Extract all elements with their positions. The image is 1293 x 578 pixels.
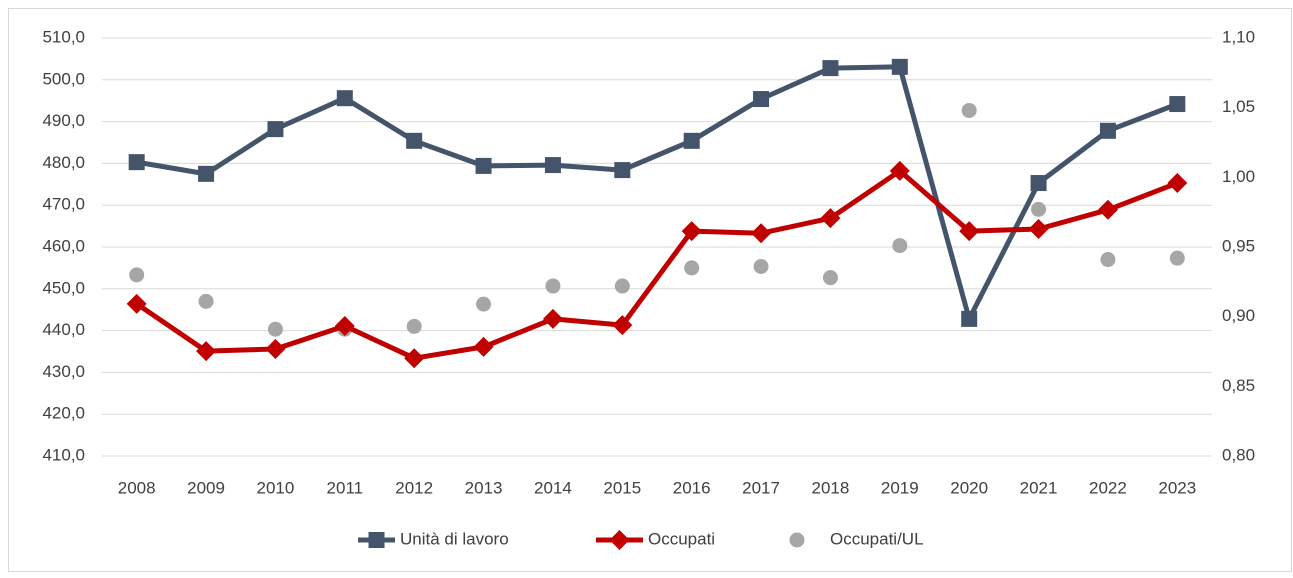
- y-tick-label: 510,0: [42, 27, 85, 46]
- y-tick-label: 480,0: [42, 153, 85, 172]
- data-point: [614, 162, 631, 179]
- legend-marker: [609, 530, 630, 550]
- data-point: [267, 121, 284, 138]
- x-tick-label: 2022: [1089, 478, 1127, 497]
- data-point: [961, 102, 977, 118]
- data-point: [1169, 96, 1186, 113]
- x-tick-label: 2008: [118, 478, 156, 497]
- data-point: [129, 267, 145, 283]
- data-point: [198, 165, 215, 182]
- series-line: [135, 168, 1179, 361]
- data-point: [684, 260, 700, 276]
- x-tick-label: 2014: [534, 478, 572, 497]
- data-point: [267, 321, 283, 337]
- x-tick-label: 2012: [395, 478, 433, 497]
- data-point: [820, 208, 841, 229]
- data-point: [544, 157, 561, 174]
- data-point: [1097, 199, 1118, 220]
- data-point: [1028, 219, 1049, 240]
- series-line: [136, 64, 1179, 322]
- data-point: [683, 132, 700, 149]
- x-tick-label: 2009: [187, 478, 225, 497]
- y-tick-label: 460,0: [42, 236, 85, 255]
- x-tick-label: 2017: [742, 478, 780, 497]
- data-point: [681, 221, 702, 242]
- chart-frame: [8, 8, 1292, 572]
- y-tick-label: 500,0: [42, 69, 85, 88]
- data-point: [406, 318, 422, 334]
- x-tick-label: 2021: [1020, 478, 1058, 497]
- data-point: [612, 315, 633, 336]
- data-point: [1167, 173, 1188, 194]
- data-point: [822, 270, 838, 286]
- data-point: [889, 160, 910, 181]
- y-tick-label: 430,0: [42, 362, 85, 381]
- x-tick-label: 2023: [1158, 478, 1196, 497]
- x-tick-label: 2011: [327, 478, 364, 497]
- data-point: [961, 310, 978, 327]
- x-tick-label: 2015: [603, 478, 641, 497]
- y-tick-label: 450,0: [42, 278, 85, 297]
- data-point: [753, 91, 770, 108]
- data-point: [1030, 175, 1047, 192]
- x-tick-label: 2019: [881, 478, 919, 497]
- data-point: [1100, 252, 1116, 268]
- x-tick-label: 2013: [465, 478, 503, 497]
- y2-tick-label: 1,00: [1222, 167, 1255, 186]
- data-point: [891, 58, 908, 75]
- data-point: [1031, 201, 1047, 217]
- data-point: [404, 348, 425, 369]
- x-tick-label: 2010: [257, 478, 295, 497]
- legend-label: Occupati/UL: [830, 529, 924, 548]
- y2-tick-label: 1,10: [1222, 27, 1255, 46]
- y2-tick-label: 0,80: [1222, 445, 1255, 464]
- y2-tick-label: 0,85: [1222, 376, 1255, 395]
- y-tick-label: 410,0: [42, 445, 85, 464]
- data-point: [265, 338, 286, 359]
- data-point: [336, 90, 353, 107]
- legend-marker: [368, 532, 385, 548]
- data-point: [126, 293, 147, 314]
- data-point: [406, 132, 423, 149]
- y-tick-label: 490,0: [42, 111, 85, 130]
- x-tick-label: 2018: [812, 478, 850, 497]
- data-point: [476, 296, 492, 312]
- data-point: [959, 221, 980, 242]
- data-point: [753, 259, 769, 275]
- y-tick-label: 440,0: [42, 320, 85, 339]
- data-point: [473, 336, 494, 357]
- legend-label: Unità di lavoro: [400, 529, 509, 548]
- y2-tick-label: 0,95: [1222, 236, 1255, 255]
- x-tick-label: 2016: [673, 478, 711, 497]
- data-point: [751, 223, 772, 244]
- data-point: [614, 278, 630, 294]
- y-tick-label: 420,0: [42, 404, 85, 423]
- data-point: [545, 278, 561, 294]
- data-point: [334, 316, 355, 337]
- data-point: [196, 341, 217, 362]
- data-point: [1099, 122, 1116, 139]
- data-point: [822, 60, 839, 77]
- legend-label: Occupati: [648, 529, 715, 548]
- data-point: [128, 154, 145, 171]
- y2-tick-label: 0,90: [1222, 306, 1255, 325]
- y-tick-label: 470,0: [42, 195, 85, 214]
- data-point: [892, 238, 908, 254]
- data-point: [475, 157, 492, 174]
- data-point: [542, 308, 563, 329]
- data-point: [198, 293, 214, 309]
- data-point: [1169, 250, 1185, 266]
- y2-tick-label: 1,05: [1222, 97, 1255, 116]
- x-tick-label: 2020: [950, 478, 988, 497]
- legend-marker: [789, 532, 805, 548]
